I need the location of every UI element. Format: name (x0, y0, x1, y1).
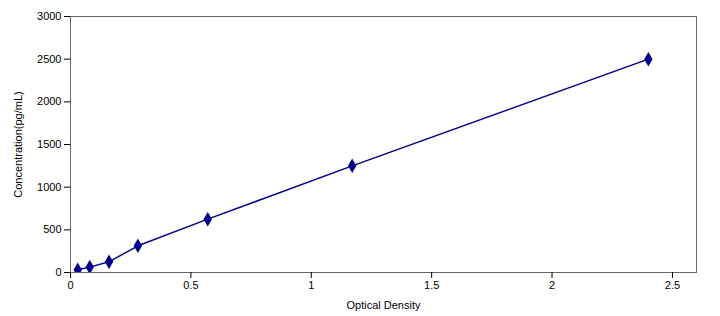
svg-text:2500: 2500 (37, 53, 61, 65)
svg-text:0: 0 (55, 266, 61, 278)
svg-text:Optical Density: Optical Density (347, 299, 421, 311)
svg-text:0.5: 0.5 (183, 279, 198, 291)
svg-text:1: 1 (308, 279, 314, 291)
svg-text:3000: 3000 (37, 10, 61, 22)
svg-text:Concentration(pg/mL): Concentration(pg/mL) (12, 91, 24, 197)
svg-text:2.5: 2.5 (665, 279, 680, 291)
svg-text:2000: 2000 (37, 95, 61, 107)
svg-text:0: 0 (67, 279, 73, 291)
svg-text:2: 2 (549, 279, 555, 291)
svg-text:1.5: 1.5 (424, 279, 439, 291)
svg-text:1000: 1000 (37, 181, 61, 193)
svg-text:500: 500 (43, 223, 61, 235)
svg-text:1500: 1500 (37, 138, 61, 150)
